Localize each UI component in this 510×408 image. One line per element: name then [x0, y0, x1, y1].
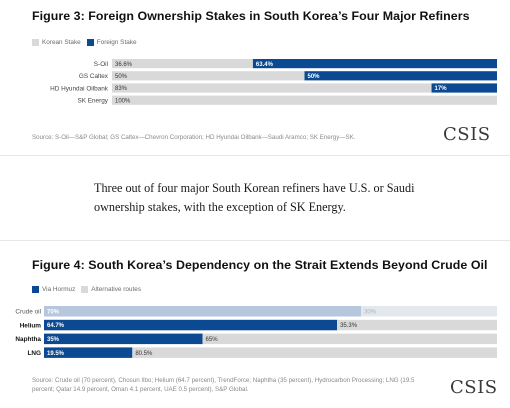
legend-swatch-hormuz — [32, 286, 39, 293]
legend-swatch-foreign — [86, 39, 94, 46]
category-label: GS Caltex — [79, 73, 109, 80]
bar-via-hormuz — [44, 347, 133, 358]
category-label: HD Hyundai Oilbank — [50, 85, 109, 92]
csis-logo: CSIS — [450, 377, 498, 398]
bar-korean-stake — [112, 95, 497, 105]
category-label: Helium — [20, 322, 42, 329]
data-label: 83% — [115, 86, 128, 92]
bar-via-hormuz — [44, 306, 362, 317]
data-label: 50% — [308, 74, 321, 80]
data-label: 17% — [435, 86, 448, 92]
legend-foreign-stake: Foreign Stake — [86, 39, 137, 46]
data-label: 80.5% — [135, 351, 153, 357]
category-label: LNG — [28, 350, 42, 357]
bar-foreign-stake — [252, 59, 497, 69]
legend-label-alternative: Alternative routes — [91, 286, 142, 293]
bar-alternative-routes — [132, 347, 497, 358]
bar-foreign-stake — [304, 71, 497, 81]
bar-via-hormuz — [44, 333, 203, 345]
data-label: 50% — [115, 74, 128, 80]
figure-3-title: Figure 3: Foreign Ownership Stakes in So… — [32, 9, 470, 23]
legend-via-hormuz: Via Hormuz — [32, 286, 75, 293]
csis-logo: CSIS — [443, 124, 491, 145]
category-label: Naphtha — [15, 336, 41, 343]
legend-swatch-korean — [32, 39, 39, 46]
figure-4-legend: Via Hormuz Alternative routes — [32, 286, 147, 293]
data-label: 63.4% — [256, 62, 274, 68]
data-label: 65% — [206, 337, 219, 343]
legend-swatch-alternative — [81, 286, 89, 293]
data-label: 35.3% — [340, 323, 358, 329]
bar-korean-stake — [112, 83, 432, 93]
data-label: 36.6% — [115, 62, 133, 68]
bar-alternative-routes — [337, 319, 497, 331]
data-label: 100% — [115, 98, 131, 104]
bar-korean-stake — [112, 59, 253, 69]
data-label: 35% — [47, 337, 60, 343]
legend-label-foreign: Foreign Stake — [96, 39, 137, 46]
legend-korean-stake: Korean Stake — [32, 39, 81, 46]
bar-alternative-routes — [361, 306, 497, 317]
data-label: 70% — [47, 309, 60, 315]
section-divider — [0, 240, 510, 241]
figure-4-chart: Crude oil 70% 30% Helium 64.7% 35.3% Naphtha 35… — [15, 306, 498, 358]
legend-label-korean: Korean Stake — [42, 39, 81, 46]
narrative-text: Three out of four major South Korean ref… — [94, 181, 415, 214]
figure-3-source: Source: S-Oil—S&P Global; GS Caltex—Chev… — [32, 134, 356, 141]
figure-4-title: Figure 4: South Korea’s Dependency on th… — [32, 258, 488, 272]
category-label: SK Energy — [77, 98, 108, 105]
legend-label-hormuz: Via Hormuz — [42, 286, 76, 293]
category-label: S-Oil — [94, 61, 108, 68]
figure-3-legend: Korean Stake Foreign Stake — [32, 39, 143, 46]
section-divider — [0, 155, 510, 156]
data-label: 30% — [364, 309, 377, 315]
figure-3-chart: S-Oil 36.6% 63.4% GS Caltex 50% 50% HD Hyundai… — [50, 59, 497, 105]
bar-alternative-routes — [202, 333, 498, 345]
data-label: 64.7% — [47, 323, 65, 329]
figure-4-source: Source: Crude oil (70 percent), Chosun I… — [32, 377, 415, 393]
bar-via-hormuz — [44, 319, 338, 331]
bar-korean-stake — [112, 71, 305, 81]
data-label: 19.5% — [47, 351, 65, 357]
bar-foreign-stake — [431, 83, 497, 93]
category-label: Crude oil — [15, 309, 41, 316]
legend-alternative-routes: Alternative routes — [81, 286, 141, 293]
